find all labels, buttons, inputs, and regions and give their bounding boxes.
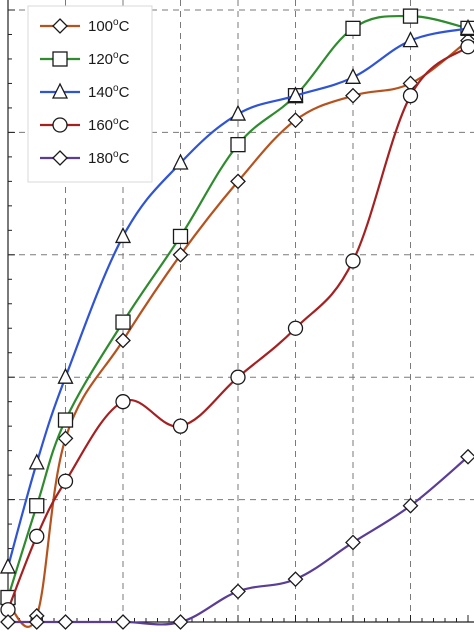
data-point	[28, 453, 45, 470]
legend-marker	[52, 51, 68, 67]
data-point	[0, 557, 17, 574]
data-point	[402, 31, 419, 48]
data-point	[460, 39, 474, 55]
data-point	[229, 104, 247, 121]
legend-marker	[52, 117, 68, 133]
data-point	[402, 88, 419, 104]
data-point	[459, 18, 474, 36]
data-point	[172, 246, 189, 263]
data-point	[230, 369, 246, 385]
data-point	[57, 367, 74, 384]
data-point	[287, 112, 304, 129]
data-point	[230, 173, 246, 190]
data-point	[402, 497, 419, 514]
data-point	[172, 614, 189, 630]
data-point	[57, 473, 74, 489]
legend-entry: 140oC	[40, 82, 130, 101]
data-point	[115, 394, 131, 410]
data-point	[345, 534, 361, 551]
series-4	[0, 448, 474, 630]
data-point	[345, 87, 361, 104]
legend-label: 100oC	[88, 17, 130, 35]
data-point	[29, 498, 45, 514]
legend-entry: 100oC	[40, 17, 130, 35]
legend-label: 140oC	[88, 83, 130, 101]
data-point	[345, 20, 361, 37]
legend-label: 180oC	[88, 149, 130, 167]
series-group	[0, 8, 474, 630]
data-point	[287, 86, 304, 103]
data-point	[115, 614, 131, 630]
data-point	[29, 528, 45, 544]
data-point	[28, 614, 45, 630]
data-point	[230, 136, 246, 153]
legend-marker	[52, 150, 68, 166]
legend-box	[27, 5, 153, 183]
legend-label: 160oC	[88, 116, 130, 134]
data-point	[57, 412, 74, 428]
series-line	[6, 45, 469, 611]
data-point	[172, 153, 189, 170]
legend-label: 120oC	[88, 50, 130, 68]
data-point	[115, 314, 131, 330]
legend-marker	[51, 82, 69, 99]
legend: 100oC 120oC 140oC 160oC 180oC	[27, 5, 153, 183]
legend-entry: 160oC	[40, 116, 130, 134]
data-point	[287, 320, 304, 336]
data-point	[57, 614, 74, 630]
data-point	[230, 583, 246, 600]
series-line	[6, 14, 469, 598]
data-point	[172, 228, 189, 245]
data-point	[460, 448, 474, 465]
series-1	[0, 8, 474, 606]
data-point	[345, 253, 361, 269]
data-point	[344, 67, 362, 84]
data-point	[402, 8, 419, 24]
series-line	[8, 455, 469, 626]
data-point	[0, 614, 16, 630]
data-point	[57, 430, 74, 447]
data-point	[115, 332, 131, 349]
legend-entry: 180oC	[40, 149, 130, 167]
legend-entry: 120oC	[40, 50, 130, 68]
data-point	[287, 571, 304, 588]
data-point	[114, 226, 132, 244]
series-2	[0, 18, 474, 574]
legend-marker	[52, 18, 68, 34]
data-point	[172, 418, 189, 434]
series-3	[0, 39, 474, 618]
